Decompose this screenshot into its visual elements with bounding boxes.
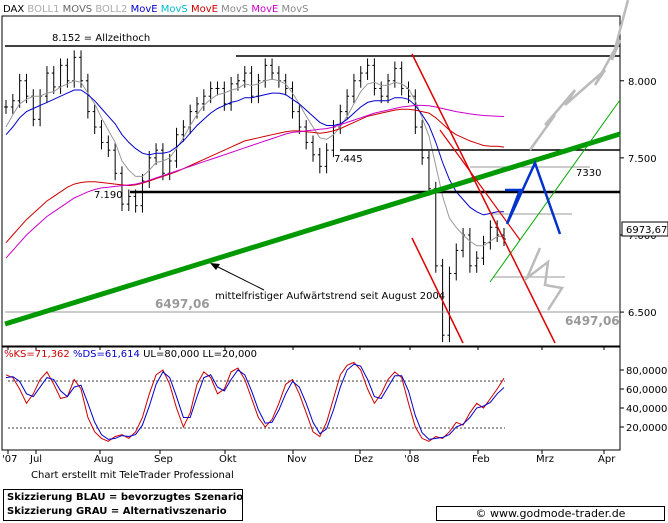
oscillator-legend-item: UL=80,000 bbox=[140, 349, 199, 360]
%DS-line bbox=[5, 363, 505, 440]
y-tick-label: 7.500 bbox=[628, 154, 657, 165]
oscillator-legend-item: %DS=61,614 bbox=[70, 349, 140, 360]
time-axis: '07 Jul Aug Sep Okt Nov Dez '08 Feb Mrz Apr bbox=[2, 346, 616, 465]
oscillator-legend-item: %KS=71,362 bbox=[4, 349, 70, 360]
x-tick-label: Feb bbox=[472, 454, 490, 465]
indicator-legend-item: BOLL2 bbox=[92, 4, 127, 15]
x-tick-label: Okt bbox=[219, 454, 237, 465]
level-7330-label: 7330 bbox=[576, 168, 601, 179]
trend-arrow-head bbox=[210, 263, 220, 270]
short-uptrend-line bbox=[489, 99, 621, 283]
price-bars bbox=[4, 50, 506, 343]
indicator-legend: DAX BOLL1 MOVS BOLL2 MovE MovS MovE MovS… bbox=[3, 4, 309, 15]
blue-scenario bbox=[505, 159, 562, 235]
downtrend-channel-lower bbox=[411, 237, 464, 344]
uptrend-line bbox=[4, 131, 621, 327]
grey-scenario-down bbox=[523, 247, 565, 311]
source-url-box[interactable]: © www.godmode-trader.de bbox=[436, 506, 665, 521]
oscillator-lines bbox=[5, 361, 505, 442]
indicator-legend-item: DAX bbox=[3, 4, 24, 15]
indicator-legend-item: MovS bbox=[158, 4, 188, 15]
level-6497-label-left: 6497,06 bbox=[155, 297, 210, 311]
oscillator-legend: %KS=71,362 %DS=61,614 UL=80,000 LL=20,00… bbox=[4, 349, 257, 360]
x-tick-label: Apr bbox=[598, 454, 616, 465]
x-tick-label: Jul bbox=[29, 454, 42, 465]
indicator-legend-item: MovS bbox=[278, 4, 308, 15]
x-tick-label: Sep bbox=[154, 454, 173, 465]
current-value-label: 6973,67 bbox=[626, 225, 667, 236]
moving-average-fast-line bbox=[5, 78, 504, 247]
grey-scenario-up bbox=[528, 0, 630, 151]
support-7445-label: 7.445 bbox=[334, 154, 363, 165]
current-value-box bbox=[621, 221, 668, 237]
oscillator-panel-frame bbox=[1, 346, 621, 451]
indicator-legend-item: MovE bbox=[127, 4, 157, 15]
%KS-line bbox=[5, 361, 505, 442]
y-tick-label: 6.500 bbox=[628, 308, 657, 319]
x-tick-label: Nov bbox=[287, 454, 307, 465]
moving-averages bbox=[5, 78, 505, 259]
indicator-legend-item: MovE bbox=[248, 4, 278, 15]
chart-credit: Chart erstellt mit TeleTrader Profession… bbox=[31, 470, 234, 481]
moving-average-long-line bbox=[5, 108, 505, 244]
indicator-legend-item: MovE bbox=[188, 4, 218, 15]
osc-y-tick-label: 20,0000 bbox=[626, 423, 667, 434]
scenario-legend: Skizzierung BLAU = bevorzugtes Szenario … bbox=[3, 489, 243, 521]
x-tick-label: Mrz bbox=[536, 454, 554, 465]
source-url[interactable]: www.godmode-trader.de bbox=[490, 507, 626, 520]
oscillator-y-axis: 80,0000 60,0000 40,0000 20,0000 bbox=[620, 366, 667, 434]
oscillator-legend-item: LL=20,000 bbox=[199, 349, 257, 360]
osc-y-tick-label: 60,0000 bbox=[626, 385, 667, 396]
x-tick-label: '07 bbox=[2, 454, 17, 465]
legend-grey-scenario: Skizzierung GRAU = Alternativszenario bbox=[7, 506, 227, 517]
support-7190-label: 7.190 bbox=[94, 190, 123, 201]
moving-average-longest-line bbox=[5, 104, 505, 259]
x-tick-label: Aug bbox=[94, 454, 114, 465]
x-tick-label: '08 bbox=[404, 454, 419, 465]
trend-arrow bbox=[213, 264, 265, 291]
level-6497-label-right: 6497,06 bbox=[565, 314, 620, 328]
downtrend-channel-upper bbox=[411, 53, 556, 344]
osc-y-tick-label: 40,0000 bbox=[626, 404, 667, 415]
y-tick-label: 8.000 bbox=[628, 77, 657, 88]
ath-label: 8.152 = Allzeithoch bbox=[52, 33, 150, 44]
x-tick-label: Dez bbox=[354, 454, 373, 465]
osc-y-tick-label: 80,0000 bbox=[626, 366, 667, 377]
moving-average-mid-line bbox=[5, 89, 504, 216]
indicator-legend-item: MOVS bbox=[59, 4, 92, 15]
indicator-legend-item: BOLL1 bbox=[24, 4, 59, 15]
trendline-note: mittelfristiger Aufwärtstrend seit Augus… bbox=[215, 291, 445, 302]
indicator-legend-item: MovS bbox=[218, 4, 248, 15]
legend-blue-scenario: Skizzierung BLAU = bevorzugtes Szenario bbox=[7, 492, 244, 503]
copyright-symbol: © bbox=[475, 507, 487, 520]
